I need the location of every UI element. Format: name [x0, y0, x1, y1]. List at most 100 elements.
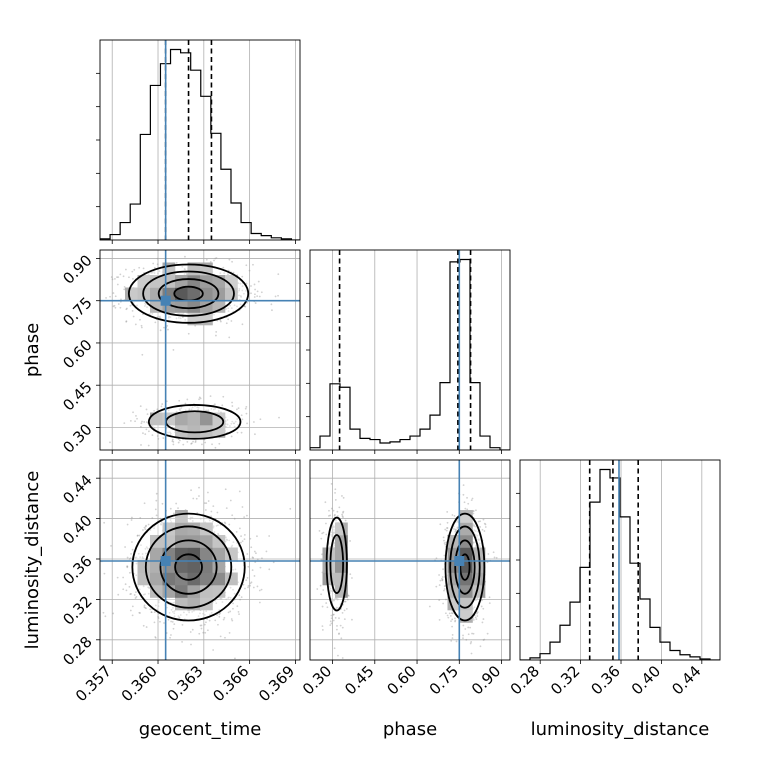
- sample-point: [147, 444, 150, 447]
- sample-point: [110, 544, 112, 547]
- sample-point: [169, 316, 172, 319]
- sample-point: [320, 558, 323, 561]
- sample-point: [185, 273, 188, 276]
- sample-point: [173, 610, 176, 612]
- sample-point: [443, 542, 446, 544]
- sample-point: [166, 606, 168, 609]
- sample-point: [256, 290, 259, 293]
- sample-point: [272, 561, 275, 564]
- sample-point: [329, 620, 332, 623]
- sample-point: [346, 598, 349, 601]
- sample-point: [233, 422, 236, 425]
- sample-point: [142, 624, 145, 627]
- sample-point: [151, 434, 154, 437]
- y-tick-label-phase: 0.90: [59, 251, 95, 287]
- x-tick-label-geocent_time: 0.366: [209, 662, 252, 705]
- sample-point: [209, 613, 211, 616]
- sample-point: [214, 446, 217, 449]
- sample-point: [128, 276, 130, 279]
- density-cell: [200, 585, 213, 598]
- sample-point: [215, 331, 218, 333]
- density-cell: [150, 412, 163, 426]
- sample-point: [325, 602, 328, 604]
- sample-point: [156, 257, 159, 260]
- sample-point: [219, 635, 222, 638]
- sample-point: [133, 572, 136, 575]
- sample-point: [462, 624, 465, 627]
- sample-point: [119, 273, 122, 276]
- sample-point: [250, 285, 252, 287]
- sample-point: [462, 493, 465, 496]
- hist-bin: [191, 70, 201, 240]
- sample-point: [322, 531, 325, 534]
- sample-point: [252, 263, 254, 266]
- sample-point: [203, 623, 206, 626]
- sample-point: [428, 605, 431, 608]
- sample-point: [259, 566, 262, 569]
- sample-point: [188, 408, 191, 411]
- sample-point: [182, 443, 185, 446]
- sample-point: [467, 633, 470, 636]
- sample-point: [185, 272, 188, 274]
- sample-point: [135, 562, 138, 565]
- sample-point: [227, 307, 230, 310]
- sample-point: [145, 428, 148, 431]
- sample-point: [253, 575, 256, 577]
- density-cell: [150, 547, 163, 561]
- sample-point: [171, 438, 174, 441]
- sample-point: [131, 541, 133, 543]
- sample-point: [241, 289, 244, 292]
- sample-point: [472, 510, 475, 512]
- sample-point: [139, 612, 141, 614]
- sample-point: [475, 618, 478, 621]
- sample-point: [190, 408, 193, 411]
- sample-point: [441, 579, 444, 582]
- sample-point: [104, 615, 107, 618]
- sample-point: [482, 618, 485, 620]
- sample-point: [114, 278, 116, 280]
- sample-point: [102, 611, 105, 614]
- sample-point: [330, 590, 333, 592]
- sample-point: [193, 610, 195, 612]
- sample-point: [202, 631, 205, 634]
- x-tick-label-luminosity_distance: 0.44: [668, 662, 704, 698]
- density-cell: [187, 287, 201, 301]
- sample-point: [114, 295, 117, 298]
- density-cell: [175, 287, 188, 301]
- sample-point: [451, 514, 454, 516]
- sample-point: [340, 637, 343, 640]
- sample-point: [338, 617, 340, 620]
- density-cell: [187, 560, 201, 573]
- sample-point: [160, 521, 163, 524]
- sample-point: [232, 607, 234, 610]
- sample-point: [330, 507, 333, 510]
- sample-point: [246, 422, 248, 425]
- sample-point: [129, 304, 132, 307]
- sample-point: [441, 578, 444, 581]
- hist-bin: [650, 627, 660, 660]
- sample-point: [156, 435, 159, 437]
- sample-point: [191, 628, 194, 631]
- sample-point: [191, 406, 194, 409]
- sample-point: [119, 306, 122, 309]
- sample-point: [116, 276, 118, 279]
- sample-point: [456, 526, 459, 529]
- sample-point: [321, 629, 324, 631]
- sample-point: [483, 638, 486, 641]
- sample-point: [191, 516, 194, 519]
- sample-point: [171, 610, 174, 613]
- sample-point: [178, 408, 181, 411]
- sample-point: [232, 588, 234, 591]
- sample-point: [258, 295, 261, 298]
- hist-bin: [640, 599, 650, 660]
- sample-point: [128, 585, 131, 588]
- hist-bin: [420, 429, 430, 450]
- sample-point: [199, 517, 202, 520]
- sample-point: [195, 497, 198, 500]
- sample-point: [227, 318, 230, 321]
- hist-bars: [520, 460, 720, 660]
- sample-point: [454, 530, 456, 533]
- sample-point: [457, 527, 459, 530]
- sample-point: [240, 541, 242, 544]
- sample-point: [336, 598, 339, 601]
